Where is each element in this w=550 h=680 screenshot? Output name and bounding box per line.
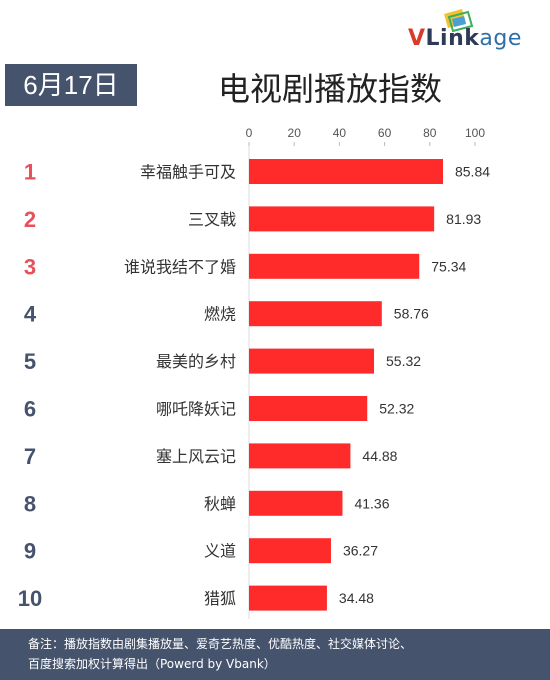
footnote: 备注：播放指数由剧集播放量、爱奇艺热度、优酷热度、社交媒体讨论、 百度搜索加权计… xyxy=(0,629,550,680)
page-title: 电视剧播放指数 xyxy=(217,70,442,108)
value-label: 58.76 xyxy=(394,306,429,322)
logo-age: age xyxy=(479,26,522,51)
data-bar xyxy=(249,206,435,232)
rank-number: 8 xyxy=(24,491,36,516)
x-tick-label: 0 xyxy=(246,126,253,140)
data-bar xyxy=(249,443,351,469)
category-label: 三叉戟 xyxy=(188,210,236,229)
category-label: 幸福触手可及 xyxy=(140,163,236,182)
value-label: 34.48 xyxy=(339,590,374,606)
value-label: 36.27 xyxy=(343,543,378,559)
value-label: 44.88 xyxy=(362,448,397,464)
rank-number: 3 xyxy=(24,254,36,279)
logo-mark-icon xyxy=(444,9,474,32)
category-label: 猎狐 xyxy=(204,589,236,608)
value-label: 52.32 xyxy=(379,401,414,417)
data-bar xyxy=(249,253,420,279)
category-label: 最美的乡村 xyxy=(156,352,236,371)
footnote-line-2: 百度搜索加权计算得出（Powerd by Vbank） xyxy=(28,657,276,671)
date-badge: 6月17日 xyxy=(5,64,137,106)
value-label: 75.34 xyxy=(431,258,466,274)
category-label: 秋蝉 xyxy=(204,494,236,513)
logo-link: Link xyxy=(425,26,480,51)
value-label: 55.32 xyxy=(386,353,421,369)
x-tick-label: 100 xyxy=(465,126,485,140)
x-tick-label: 20 xyxy=(288,126,302,140)
rank-number: 9 xyxy=(24,539,36,564)
x-tick-label: 80 xyxy=(423,126,437,140)
category-label: 谁说我结不了婚 xyxy=(124,257,236,276)
x-tick-label: 60 xyxy=(378,126,392,140)
data-bar xyxy=(249,585,327,611)
rank-number: 1 xyxy=(24,160,36,185)
rank-number: 2 xyxy=(24,207,36,232)
data-bar xyxy=(249,396,368,421)
data-bar xyxy=(249,348,375,374)
category-label: 哪吒降妖记 xyxy=(156,400,236,419)
data-bar xyxy=(249,159,443,184)
logo-v: V xyxy=(408,26,426,51)
data-bar xyxy=(249,490,343,516)
value-label: 81.93 xyxy=(446,211,481,227)
data-bar xyxy=(249,301,382,327)
logo-wordmark: VLinkage xyxy=(408,26,522,51)
rank-number: 6 xyxy=(24,397,36,422)
category-label: 义道 xyxy=(204,542,236,561)
rank-number: 5 xyxy=(24,349,36,374)
value-label: 41.36 xyxy=(354,495,389,511)
category-label: 塞上风云记 xyxy=(156,447,236,466)
rank-number: 10 xyxy=(18,586,42,611)
rank-number: 7 xyxy=(24,444,36,469)
vlinkage-logo: VLinkage xyxy=(408,6,536,56)
rank-number: 4 xyxy=(24,302,37,327)
footnote-line-1: 备注：播放指数由剧集播放量、爱奇艺热度、优酷热度、社交媒体讨论、 xyxy=(28,637,413,651)
x-tick-label: 40 xyxy=(333,126,347,140)
ranking-bar-chart: 0 20 40 60 80 100 1 幸福触手可及 85.84 2 三叉戟 81.93 3 谁说我结不了… xyxy=(18,126,490,619)
data-bar xyxy=(249,538,331,564)
value-label: 85.84 xyxy=(455,164,490,180)
category-label: 燃烧 xyxy=(204,305,236,324)
